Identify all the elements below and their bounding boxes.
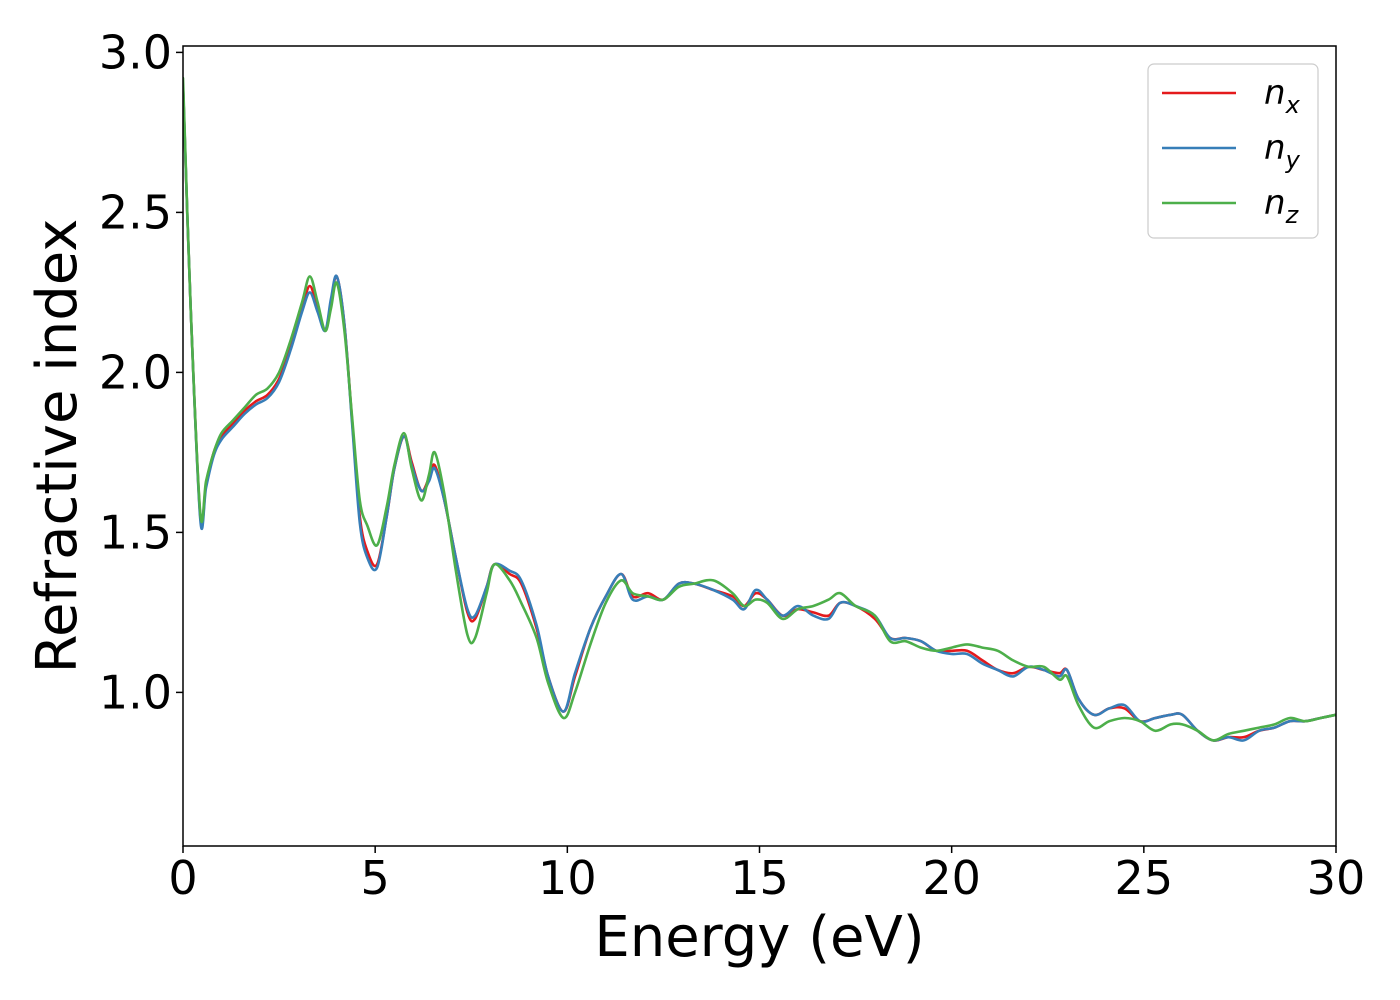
x-tick-label: 5 (361, 851, 390, 905)
x-tick-label: 15 (730, 851, 789, 905)
x-tick-label: 10 (538, 851, 597, 905)
series-lines-group (183, 76, 1336, 742)
x-tick-label: 25 (1115, 851, 1174, 905)
series-line-z (183, 76, 1336, 742)
x-tick-label: 20 (922, 851, 981, 905)
legend-label-y: ny (1264, 128, 1301, 174)
y-tick-label: 2.0 (99, 345, 172, 399)
x-tick-label: 0 (168, 851, 197, 905)
x-tick-label: 30 (1307, 851, 1366, 905)
y-tick-label: 2.5 (99, 185, 172, 239)
y-tick-label: 3.0 (99, 25, 172, 79)
y-axis: 1.0 1.5 2.0 2.5 3.0 (99, 25, 183, 719)
legend-label-x: nx (1264, 73, 1301, 119)
x-axis: 0 5 10 15 20 25 30 (168, 846, 1365, 905)
y-tick-label: 1.0 (99, 665, 172, 719)
series-line-y (183, 83, 1336, 742)
x-axis-title: Energy (eV) (594, 905, 924, 970)
legend-box (1147, 63, 1319, 239)
y-tick-label: 1.5 (99, 505, 172, 559)
y-axis-title: Refractive index (25, 219, 90, 674)
